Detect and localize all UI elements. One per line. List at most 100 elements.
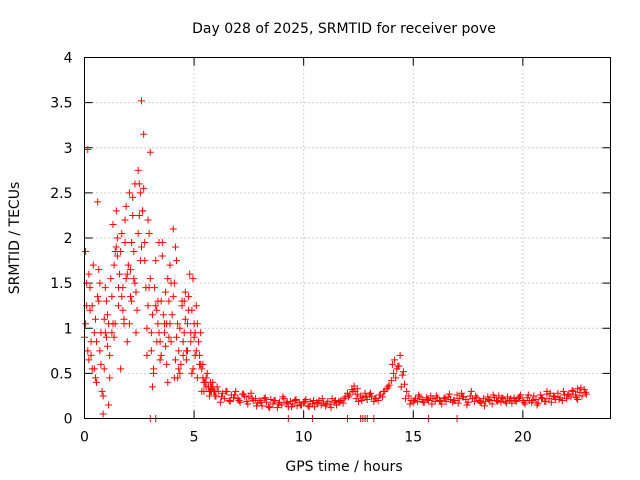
data-point	[165, 297, 173, 305]
data-point	[111, 248, 119, 256]
data-point	[107, 275, 115, 283]
data-point	[164, 275, 172, 283]
data-point	[542, 397, 550, 405]
data-point	[109, 320, 117, 328]
data-point	[159, 311, 167, 319]
data-point	[521, 400, 529, 408]
data-point	[169, 293, 177, 301]
data-point	[82, 320, 90, 328]
data-point	[178, 297, 186, 305]
data-point	[415, 391, 423, 399]
data-point	[455, 395, 463, 403]
data-point	[231, 391, 239, 399]
data-point	[379, 393, 387, 401]
data-point	[91, 374, 99, 382]
data-point	[105, 401, 113, 409]
data-point	[482, 397, 490, 405]
data-point	[110, 261, 118, 269]
data-point	[374, 396, 382, 404]
data-point	[432, 392, 440, 400]
data-point	[118, 293, 126, 301]
data-point	[192, 347, 200, 355]
data-point	[301, 397, 309, 405]
data-point	[135, 211, 143, 219]
data-point	[95, 297, 103, 305]
data-point	[454, 399, 462, 407]
data-point	[519, 396, 527, 404]
data-point	[185, 293, 193, 301]
data-point	[425, 396, 433, 404]
data-point	[245, 393, 253, 401]
data-point	[293, 402, 301, 410]
data-point	[148, 311, 156, 319]
data-point	[573, 394, 581, 402]
data-point	[498, 394, 506, 402]
data-point	[180, 329, 188, 337]
data-point	[117, 365, 125, 373]
data-point	[574, 396, 582, 404]
data-point	[184, 320, 192, 328]
data-point	[108, 293, 116, 301]
data-point	[437, 397, 445, 405]
data-point	[116, 270, 124, 278]
data-point	[318, 395, 326, 403]
data-point	[327, 404, 335, 412]
data-point	[375, 391, 383, 399]
data-point	[98, 387, 106, 395]
data-point	[202, 374, 210, 382]
data-point	[240, 392, 248, 400]
data-point	[226, 397, 234, 405]
data-point	[121, 239, 129, 247]
data-point	[122, 202, 130, 210]
data-point	[85, 356, 93, 364]
chart-title: Day 028 of 2025, SRMTID for receiver pov…	[192, 21, 496, 37]
data-point	[112, 207, 120, 215]
data-point	[551, 393, 559, 401]
data-point	[273, 404, 281, 412]
data-point	[219, 389, 227, 397]
data-point	[84, 146, 92, 154]
data-point	[555, 396, 563, 404]
data-point	[554, 389, 562, 397]
data-point	[141, 257, 149, 265]
data-point	[163, 360, 171, 368]
data-point	[104, 342, 112, 350]
data-point	[558, 396, 566, 404]
data-point	[102, 333, 110, 341]
y-tick-label: 1	[64, 321, 73, 337]
data-point	[476, 398, 484, 406]
data-point	[517, 391, 525, 399]
data-point	[339, 399, 347, 407]
y-tick-label: 0.5	[50, 366, 72, 382]
data-point	[120, 315, 128, 323]
data-point	[280, 395, 288, 403]
data-point	[472, 392, 480, 400]
data-point	[511, 396, 519, 404]
data-point	[256, 396, 264, 404]
data-point	[167, 279, 175, 287]
data-point	[581, 388, 589, 396]
data-point	[125, 320, 133, 328]
data-point	[182, 356, 190, 364]
data-point	[137, 243, 145, 251]
data-point	[409, 398, 417, 406]
data-point	[168, 311, 176, 319]
y-tick-label: 3.5	[50, 96, 72, 112]
data-point	[497, 398, 505, 406]
data-point	[390, 369, 398, 377]
x-tick-label: 15	[404, 430, 422, 446]
data-point	[260, 395, 268, 403]
data-point	[127, 266, 135, 274]
data-point	[123, 338, 131, 346]
data-point	[150, 369, 158, 377]
data-point	[396, 351, 404, 359]
data-point	[95, 266, 103, 274]
data-point	[328, 395, 336, 403]
y-tick-label: 4	[64, 51, 73, 67]
data-point	[371, 395, 379, 403]
data-point	[191, 351, 199, 359]
data-point	[122, 275, 130, 283]
data-point	[270, 396, 278, 404]
data-point	[154, 320, 162, 328]
